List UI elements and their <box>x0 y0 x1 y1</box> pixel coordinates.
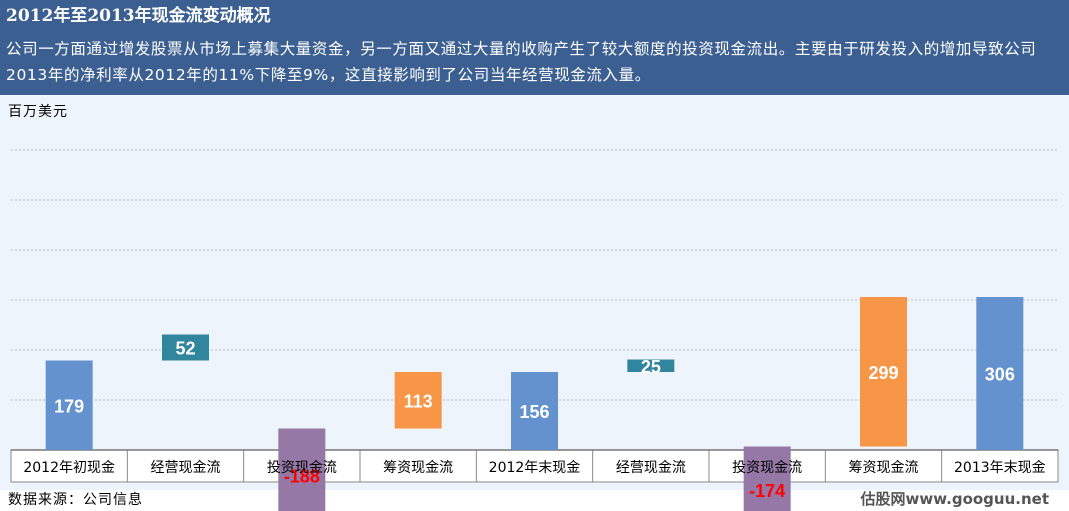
source-note: 数据来源：公司信息 <box>8 492 143 508</box>
bar-9 <box>976 297 1024 450</box>
data-label: 25 <box>641 357 661 377</box>
x-tick-label: 投资现金流 <box>267 460 337 476</box>
data-label: -188 <box>284 467 320 487</box>
chart-subtitle: 公司一方面通过增发股票从市场上募集大量资金，另一方面又通过大量的收购产生了较大额… <box>6 40 1037 84</box>
x-tick-label: 2013年末现金 <box>954 460 1046 476</box>
bar-4 <box>394 372 442 429</box>
bar-6 <box>627 359 675 372</box>
x-tick-label: 筹资现金流 <box>383 459 453 476</box>
bar-8 <box>860 297 907 447</box>
data-label: 156 <box>519 402 549 422</box>
y-unit-label: 百万美元 <box>8 104 68 120</box>
x-tick-label: 经营现金流 <box>151 460 221 476</box>
header-banner: 2012年至2013年现金流变动概况 公司一方面通过增发股票从市场上募集大量资金… <box>0 0 1069 95</box>
watermark: 估股网www.googuu.net <box>860 490 1049 508</box>
x-tick-label: 投资现金流 <box>732 460 802 476</box>
data-label: 179 <box>54 396 84 416</box>
bar-3 <box>278 428 326 511</box>
bar-1 <box>45 360 93 450</box>
bar-2 <box>162 334 209 361</box>
x-axis-band <box>10 449 1059 483</box>
bar-5 <box>511 372 558 450</box>
data-label: -174 <box>749 481 785 501</box>
data-label: 52 <box>175 339 195 359</box>
x-tick-label: 2012年初现金 <box>23 459 115 476</box>
chart-title: 2012年至2013年现金流变动概况 <box>6 6 271 26</box>
data-label: 306 <box>985 365 1015 385</box>
x-tick-label: 2012年末现金 <box>489 460 581 476</box>
bar-7 <box>743 446 791 511</box>
data-label: 113 <box>404 391 433 411</box>
x-tick-label: 经营现金流 <box>616 460 686 476</box>
x-tick-label: 筹资现金流 <box>849 459 919 476</box>
data-label: 299 <box>868 363 898 383</box>
